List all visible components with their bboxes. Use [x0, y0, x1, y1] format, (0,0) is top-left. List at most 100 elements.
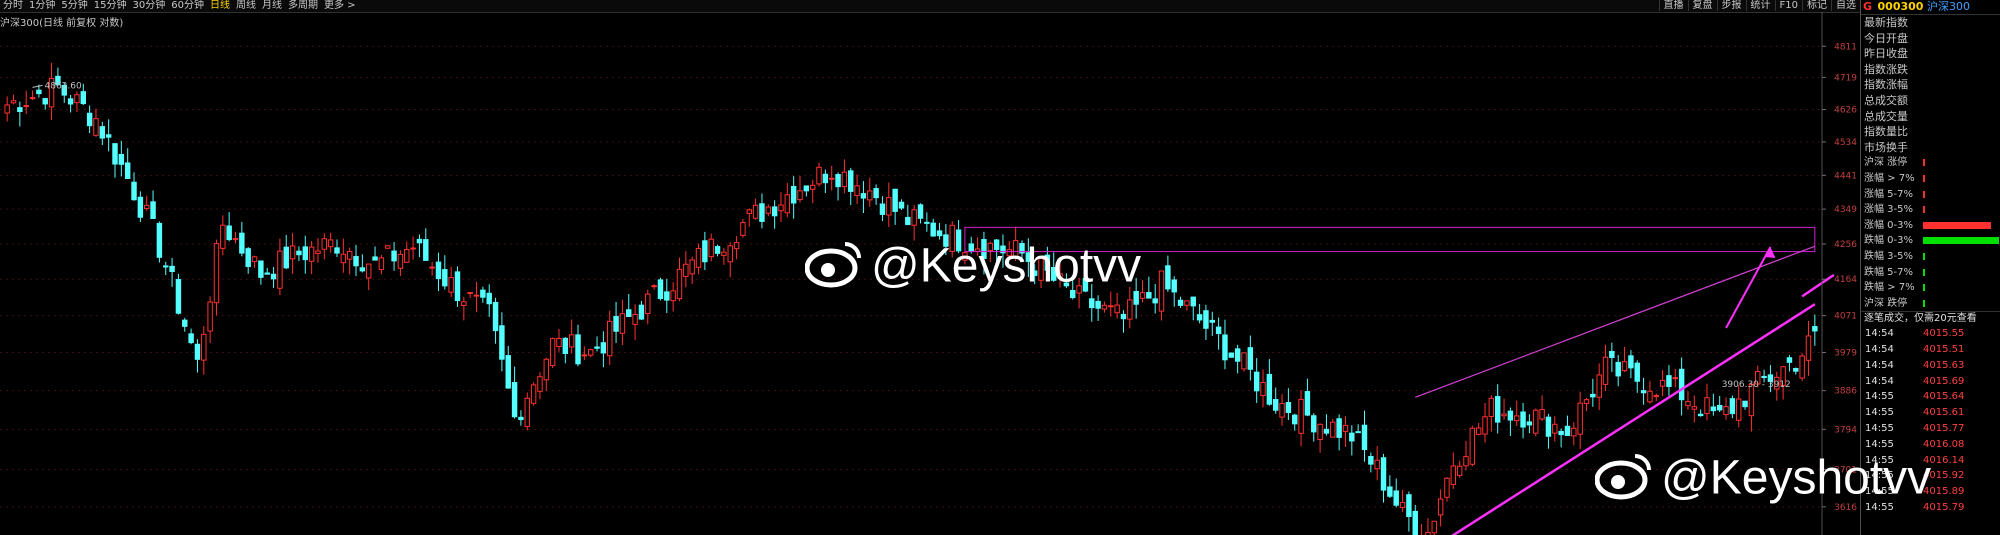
candle-body [1640, 390, 1647, 394]
candle [1038, 255, 1044, 289]
breadth-row: 涨幅 3-5% [1861, 202, 2000, 218]
period-tab[interactable]: 周线 [235, 0, 256, 11]
candle-body [733, 242, 740, 250]
candle [486, 284, 492, 317]
candle [124, 148, 131, 180]
candle-body [848, 170, 854, 192]
tick-price: 4015.51 [1923, 344, 1965, 356]
candle [873, 184, 879, 205]
candle [1774, 371, 1780, 401]
period-tab[interactable]: 多周期 [287, 0, 318, 11]
candle-body [1095, 300, 1101, 309]
period-tab[interactable]: 5分钟 [61, 0, 88, 11]
toolbar-button[interactable]: 步报 [1716, 0, 1746, 11]
candle-body [1735, 398, 1742, 421]
candle-body [1456, 465, 1463, 476]
candle-body [1475, 427, 1482, 435]
toolbar-button[interactable]: 直播 [1658, 0, 1688, 11]
breadth-label: 沪深 跌停 [1864, 297, 1908, 309]
candle [302, 235, 308, 274]
candle-body [391, 250, 397, 262]
toolbar-button[interactable]: 自选 [1831, 0, 1860, 11]
candle-body [943, 234, 949, 247]
candle-body [194, 343, 201, 360]
candle [1311, 413, 1317, 442]
candle-body [581, 354, 588, 357]
candle-body [575, 334, 581, 365]
candle [1120, 310, 1127, 333]
candle [416, 234, 423, 258]
candle-body [651, 285, 657, 288]
period-tab[interactable]: 60分钟 [171, 0, 204, 11]
candle-body [1311, 415, 1317, 433]
candle-body [911, 209, 917, 226]
candle [1355, 424, 1361, 434]
tick-list[interactable]: 14:54 4015.55 14:54 4015.51 14:54 4015.63 14:5… [1861, 326, 2000, 516]
candle-body [1666, 375, 1672, 387]
period-tab[interactable]: 更多 > [323, 0, 356, 11]
tick-time: 14:55 [1865, 407, 1894, 419]
candle-body [860, 193, 867, 199]
toolbar-button[interactable]: 标记 [1802, 0, 1831, 11]
candle-body [1482, 416, 1488, 435]
candle [835, 172, 841, 201]
tick-price: 4015.69 [1923, 375, 1965, 387]
candle [727, 242, 733, 278]
candle-body [835, 174, 841, 188]
candle-body [1653, 395, 1659, 398]
candle [1755, 365, 1761, 388]
candle-body [949, 224, 955, 252]
candle-body [1050, 267, 1057, 281]
candle-body [1177, 299, 1184, 306]
candle [1456, 460, 1463, 478]
candle-body [74, 94, 80, 104]
tick-time: 14:55 [1865, 486, 1894, 498]
candle-body [1006, 249, 1013, 257]
tick-time: 14:55 [1865, 438, 1894, 450]
candle [423, 228, 429, 261]
candle-body [1342, 424, 1349, 432]
ad-line[interactable]: 逐笔成交，仅需20元查看 [1861, 311, 2000, 326]
period-tab[interactable]: 月线 [261, 0, 282, 11]
period-tab[interactable]: 30分钟 [132, 0, 166, 11]
candle [1488, 395, 1495, 432]
candle-body [1349, 432, 1355, 442]
candle [886, 182, 892, 227]
toolbar-button[interactable]: 复盘 [1687, 0, 1717, 11]
period-tab[interactable]: 分时 [3, 0, 23, 11]
candle-body [1184, 300, 1190, 306]
candle-body [397, 253, 404, 269]
candlestick-chart[interactable]: 4862.603495.953906.30 - 3912 4811 4719 462… [0, 0, 1860, 535]
candle [1450, 452, 1457, 489]
toolbar-button[interactable]: F10 [1774, 0, 1802, 11]
candle-body [169, 265, 175, 272]
tick-time: 14:54 [1865, 328, 1894, 340]
breadth-label: 涨幅 5-7% [1864, 188, 1914, 200]
period-tab[interactable]: 日线 [209, 0, 230, 11]
candle [1628, 350, 1634, 379]
period-tab[interactable]: 15分钟 [93, 0, 127, 11]
candle [949, 221, 955, 258]
candle-body [93, 118, 99, 136]
candle-body [1082, 277, 1089, 292]
candle [632, 304, 638, 341]
candle [841, 159, 848, 194]
candle-body [1272, 399, 1279, 411]
candle-body [442, 269, 448, 287]
candle [232, 231, 239, 244]
period-tab[interactable]: 1分钟 [29, 0, 56, 11]
candle [1323, 414, 1330, 436]
candle [1799, 353, 1805, 382]
candle-body [1228, 352, 1235, 358]
candle-body [1387, 486, 1393, 497]
candle [182, 317, 188, 332]
candle-body [1678, 368, 1685, 401]
candle-body [936, 230, 943, 237]
candle [1114, 292, 1120, 319]
toolbar-button[interactable]: 统计 [1745, 0, 1775, 11]
candle [1330, 418, 1336, 438]
candle-body [1558, 430, 1564, 436]
candle-body [676, 268, 683, 300]
channel-lower-line [1451, 303, 1816, 535]
candle [1571, 422, 1577, 446]
